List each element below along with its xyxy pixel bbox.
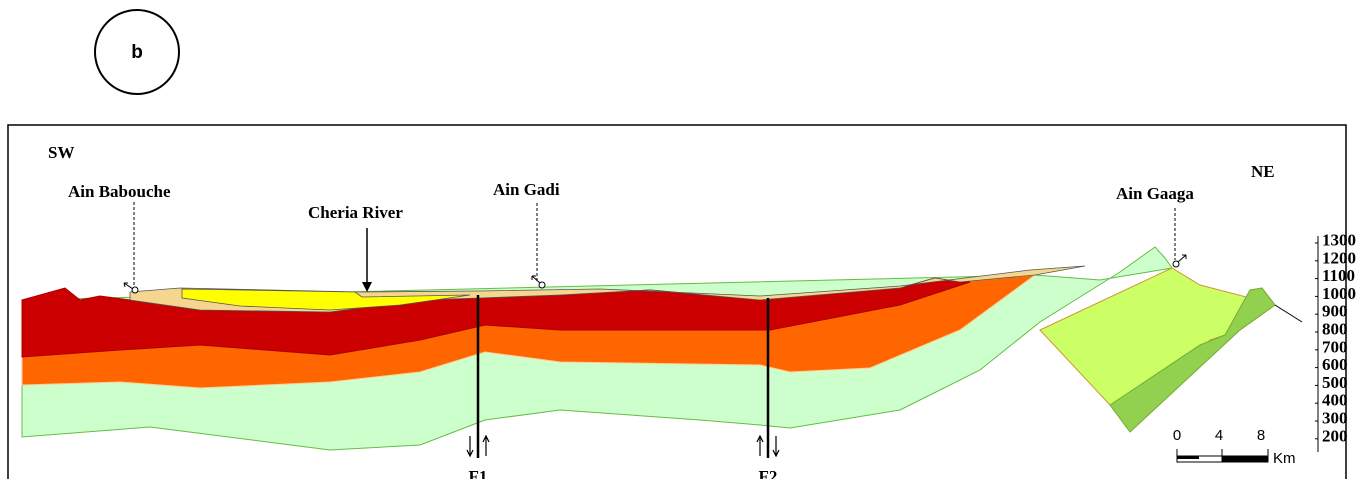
site-label: Cheria River — [308, 203, 403, 222]
elevation-label: 1000 — [1322, 284, 1356, 303]
direction-label: SW — [48, 143, 74, 162]
scale-unit: Km — [1273, 450, 1296, 467]
fault-label: F2 — [759, 467, 778, 479]
elevation-label: 1300 — [1322, 231, 1356, 250]
elevation-label: 1200 — [1322, 248, 1356, 267]
scale-tick: 4 — [1215, 427, 1223, 444]
direction-label: NE — [1251, 162, 1275, 181]
elevation-label: 400 — [1322, 391, 1348, 410]
elevation-label: 500 — [1322, 373, 1348, 392]
site-label: Ain Babouche — [68, 182, 171, 201]
elevation-label: 200 — [1322, 426, 1348, 445]
panel-label: b — [131, 42, 143, 63]
elevation-label: 700 — [1322, 337, 1348, 356]
scale-tick: 0 — [1173, 427, 1181, 444]
scale-tick: 8 — [1257, 427, 1265, 444]
site-label: Ain Gaaga — [1116, 184, 1194, 203]
cross-section-figure: b SW NE Ain Babouche Cheria River Ain Ga… — [0, 0, 1364, 479]
elevation-label: 900 — [1322, 302, 1348, 321]
elevation-label: 300 — [1322, 409, 1348, 428]
site-label: Ain Gadi — [493, 180, 560, 199]
elevation-label: 800 — [1322, 320, 1348, 339]
fault-label: F1 — [469, 467, 488, 479]
elevation-label: 600 — [1322, 355, 1348, 374]
elevation-label: 1100 — [1322, 266, 1355, 285]
